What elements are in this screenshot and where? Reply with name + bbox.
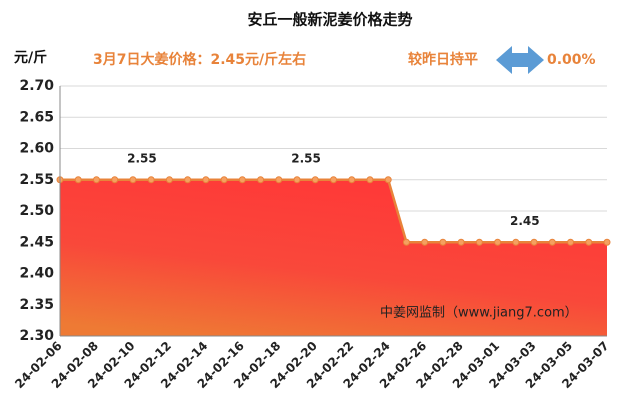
y-tick-label: 2.30 bbox=[19, 328, 54, 344]
y-axis-unit: 元/斤 bbox=[14, 49, 47, 66]
point-marker bbox=[111, 176, 119, 184]
point-marker bbox=[311, 176, 319, 184]
point-marker bbox=[421, 238, 429, 246]
y-tick-label: 2.55 bbox=[19, 172, 54, 188]
point-marker bbox=[603, 238, 611, 246]
point-marker bbox=[384, 176, 392, 184]
point-marker bbox=[494, 238, 502, 246]
y-tick-label: 2.50 bbox=[19, 203, 54, 219]
point-marker bbox=[457, 238, 465, 246]
point-marker bbox=[293, 176, 301, 184]
change-value: 0.00% bbox=[547, 52, 596, 68]
data-label: 2.55 bbox=[291, 151, 321, 165]
point-marker bbox=[439, 238, 447, 246]
y-tick-label: 2.35 bbox=[19, 297, 54, 313]
price-note: 3月7日大姜价格：2.45元/斤左右 bbox=[93, 51, 306, 68]
point-marker bbox=[512, 238, 520, 246]
y-tick-label: 2.70 bbox=[19, 78, 54, 94]
point-marker bbox=[257, 176, 265, 184]
plot-area: 2.30 2.35 2.40 2.45 2.50 2.55 2.60 2.65 2.70 2.55… bbox=[12, 78, 611, 391]
flat-arrow-icon bbox=[496, 46, 544, 74]
y-tick-label: 2.65 bbox=[19, 109, 54, 125]
point-marker bbox=[92, 176, 100, 184]
point-marker bbox=[184, 176, 192, 184]
point-marker bbox=[567, 238, 575, 246]
area-fill bbox=[60, 179, 607, 336]
point-marker bbox=[74, 176, 82, 184]
point-marker bbox=[366, 176, 374, 184]
point-marker bbox=[129, 176, 137, 184]
point-marker bbox=[238, 176, 246, 184]
point-marker bbox=[348, 176, 356, 184]
point-marker bbox=[330, 176, 337, 184]
point-marker bbox=[475, 238, 483, 246]
y-tick-label: 2.45 bbox=[19, 234, 54, 250]
y-tick-label: 2.60 bbox=[19, 141, 54, 157]
watermark: 中姜网监制（www.jiang7.com） bbox=[380, 306, 578, 321]
point-marker bbox=[147, 176, 155, 184]
point-marker bbox=[275, 176, 283, 184]
point-marker bbox=[530, 238, 538, 246]
change-label: 较昨日持平 bbox=[408, 51, 478, 68]
data-label: 2.55 bbox=[127, 151, 157, 165]
point-marker bbox=[402, 238, 410, 246]
y-tick-label: 2.40 bbox=[19, 266, 54, 282]
chart-title: 安丘一般新泥姜价格走势 bbox=[247, 11, 412, 29]
point-marker bbox=[202, 176, 210, 184]
point-marker bbox=[165, 176, 173, 184]
point-marker bbox=[220, 176, 228, 184]
point-marker bbox=[585, 238, 593, 246]
data-label: 2.45 bbox=[510, 214, 540, 228]
point-marker bbox=[548, 238, 556, 246]
